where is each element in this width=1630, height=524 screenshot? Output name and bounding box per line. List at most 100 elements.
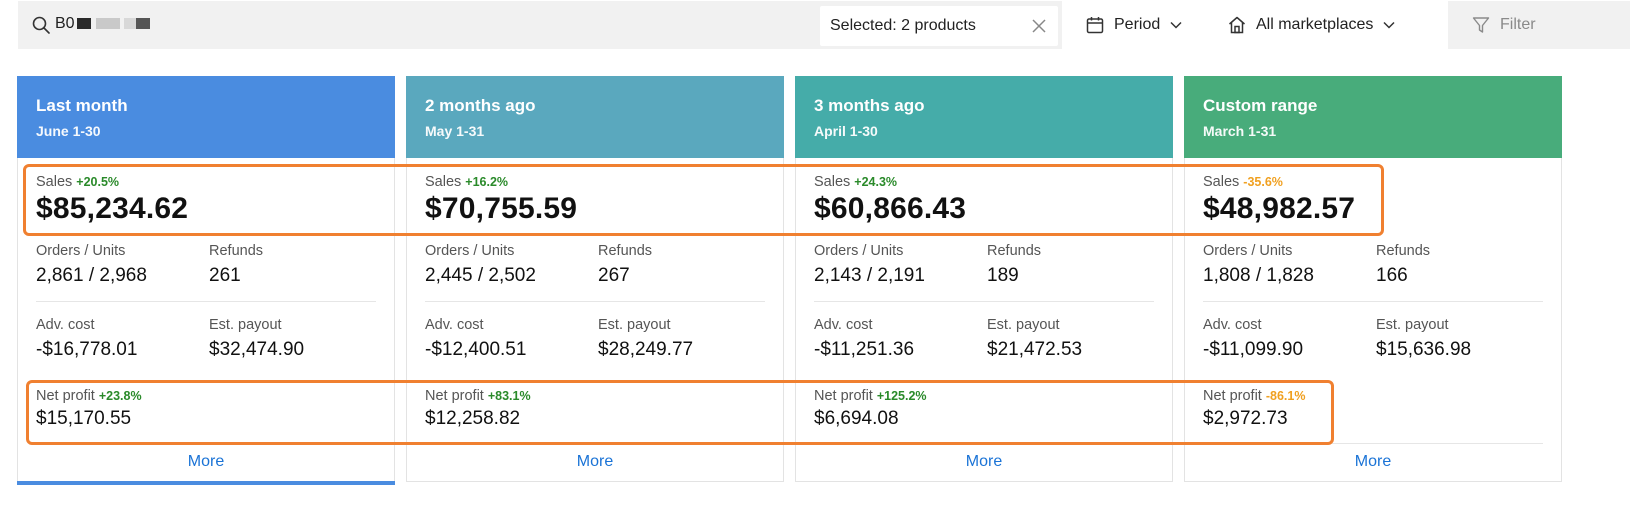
- sales-change: +24.3%: [854, 175, 898, 189]
- redacted-text: [96, 18, 120, 29]
- net-profit-block: Net profit +125.2% $6,694.08: [814, 387, 927, 430]
- orders-units-value: 2,143 / 2,191: [814, 265, 925, 286]
- divider: [814, 301, 1154, 302]
- refunds-label: Refunds: [1376, 243, 1431, 259]
- adv-cost-label: Adv. cost: [1203, 317, 1262, 333]
- filter-button[interactable]: Filter: [1448, 1, 1630, 49]
- more-link[interactable]: More: [965, 453, 1003, 470]
- refunds-metric: Refunds 166: [1376, 243, 1430, 287]
- sales-change: -35.6%: [1243, 175, 1283, 189]
- net-profit-value: $6,694.08: [814, 408, 899, 429]
- est-payout-label: Est. payout: [987, 317, 1060, 333]
- funnel-icon: [1472, 17, 1490, 33]
- sales-value: $60,866.43: [814, 192, 967, 225]
- refunds-value: 189: [987, 265, 1019, 286]
- adv-cost-metric: Adv. cost -$12,400.51: [425, 317, 526, 361]
- selected-products-label: Selected: 2 products: [830, 17, 976, 34]
- more-link[interactable]: More: [576, 453, 614, 470]
- search-value: B0: [55, 15, 75, 32]
- chevron-down-icon: [1383, 21, 1395, 29]
- orders-units-metric: Orders / Units 2,861 / 2,968: [36, 243, 147, 287]
- divider: [36, 301, 376, 302]
- net-profit-value: $12,258.82: [425, 408, 521, 429]
- sales-block: Sales +20.5% $85,234.62: [36, 173, 188, 226]
- orders-units-value: 1,808 / 1,828: [1203, 265, 1314, 286]
- sales-value: $70,755.59: [425, 192, 578, 225]
- marketplace-dropdown[interactable]: All marketplaces: [1228, 7, 1395, 43]
- period-dropdown[interactable]: Period: [1086, 7, 1182, 43]
- more-link[interactable]: More: [187, 453, 225, 470]
- search-icon: [32, 16, 50, 34]
- divider: [425, 301, 765, 302]
- adv-cost-metric: Adv. cost -$16,778.01: [36, 317, 137, 361]
- est-payout-metric: Est. payout $32,474.90: [209, 317, 304, 361]
- toolbar: B0 Selected: 2 products Period: [18, 1, 1630, 49]
- chevron-down-icon: [1170, 21, 1182, 29]
- card-title: Last month: [36, 96, 128, 115]
- adv-cost-value: -$11,099.90: [1203, 339, 1304, 360]
- card-header: 2 months ago May 1-31: [406, 76, 784, 158]
- refunds-value: 166: [1376, 265, 1408, 286]
- est-payout-value: $21,472.53: [987, 339, 1083, 360]
- refunds-metric: Refunds 189: [987, 243, 1041, 287]
- net-profit-value: $2,972.73: [1203, 408, 1288, 429]
- net-profit-label: Net profit: [1203, 388, 1262, 404]
- net-profit-change: +83.1%: [487, 389, 531, 403]
- more-link[interactable]: More: [1354, 453, 1392, 470]
- period-card-custom-range[interactable]: Custom range March 1-31 Sales -35.6% $48,…: [1184, 76, 1562, 482]
- redacted-text: [136, 18, 150, 29]
- period-card-3-months-ago[interactable]: 3 months ago April 1-30 Sales +24.3% $60,…: [795, 76, 1173, 482]
- period-card-last-month: Last month June 1-30 Sales +20.5% $85,234…: [17, 76, 395, 485]
- orders-units-metric: Orders / Units 2,143 / 2,191: [814, 243, 925, 287]
- period-label: Period: [1114, 16, 1161, 33]
- adv-cost-metric: Adv. cost -$11,099.90: [1203, 317, 1303, 361]
- refunds-value: 261: [209, 265, 241, 286]
- sales-label: Sales: [36, 174, 73, 190]
- divider: [1203, 443, 1543, 444]
- adv-cost-value: -$16,778.01: [36, 339, 138, 360]
- period-card-2-months-ago[interactable]: 2 months ago May 1-31 Sales +16.2% $70,75…: [406, 76, 784, 482]
- sales-value: $48,982.57: [1203, 192, 1356, 225]
- net-profit-label: Net profit: [814, 388, 873, 404]
- card-title: Custom range: [1203, 96, 1318, 115]
- est-payout-label: Est. payout: [1376, 317, 1449, 333]
- close-icon[interactable]: [1032, 19, 1046, 33]
- search-input[interactable]: B0 Selected: 2 products: [18, 1, 1062, 49]
- card-date-range: May 1-31: [425, 123, 485, 139]
- net-profit-value: $15,170.55: [36, 408, 132, 429]
- card-header: 3 months ago April 1-30: [795, 76, 1173, 158]
- selected-products-chip[interactable]: Selected: 2 products: [820, 6, 1058, 46]
- filter-label: Filter: [1500, 16, 1536, 33]
- sales-change: +20.5%: [76, 175, 120, 189]
- sales-block: Sales +24.3% $60,866.43: [814, 173, 966, 226]
- redacted-text: [124, 18, 140, 29]
- adv-cost-metric: Adv. cost -$11,251.36: [814, 317, 914, 361]
- adv-cost-value: -$11,251.36: [814, 339, 915, 360]
- est-payout-metric: Est. payout $28,249.77: [598, 317, 693, 361]
- refunds-value: 267: [598, 265, 630, 286]
- orders-units-label: Orders / Units: [814, 243, 904, 259]
- sales-label: Sales: [1203, 174, 1240, 190]
- adv-cost-label: Adv. cost: [814, 317, 873, 333]
- refunds-metric: Refunds 267: [598, 243, 652, 287]
- orders-units-label: Orders / Units: [425, 243, 515, 259]
- net-profit-label: Net profit: [425, 388, 484, 404]
- redacted-text: [77, 18, 91, 29]
- net-profit-change: -86.1%: [1265, 389, 1306, 403]
- est-payout-value: $15,636.98: [1376, 339, 1472, 360]
- net-profit-change: +125.2%: [876, 389, 927, 403]
- card-header: Last month June 1-30: [17, 76, 395, 158]
- orders-units-value: 2,861 / 2,968: [36, 265, 147, 286]
- net-profit-label: Net profit: [36, 388, 95, 404]
- est-payout-metric: Est. payout $15,636.98: [1376, 317, 1471, 361]
- sales-change: +16.2%: [465, 175, 509, 189]
- refunds-label: Refunds: [987, 243, 1042, 259]
- calendar-icon: [1086, 17, 1104, 34]
- marketplace-label: All marketplaces: [1256, 16, 1374, 33]
- net-profit-block: Net profit +23.8% $15,170.55: [36, 387, 142, 430]
- card-header: Custom range March 1-31: [1184, 76, 1562, 158]
- adv-cost-label: Adv. cost: [425, 317, 484, 333]
- net-profit-highlight-box: [26, 380, 1334, 445]
- sales-label: Sales: [425, 174, 462, 190]
- card-date-range: March 1-31: [1203, 123, 1277, 139]
